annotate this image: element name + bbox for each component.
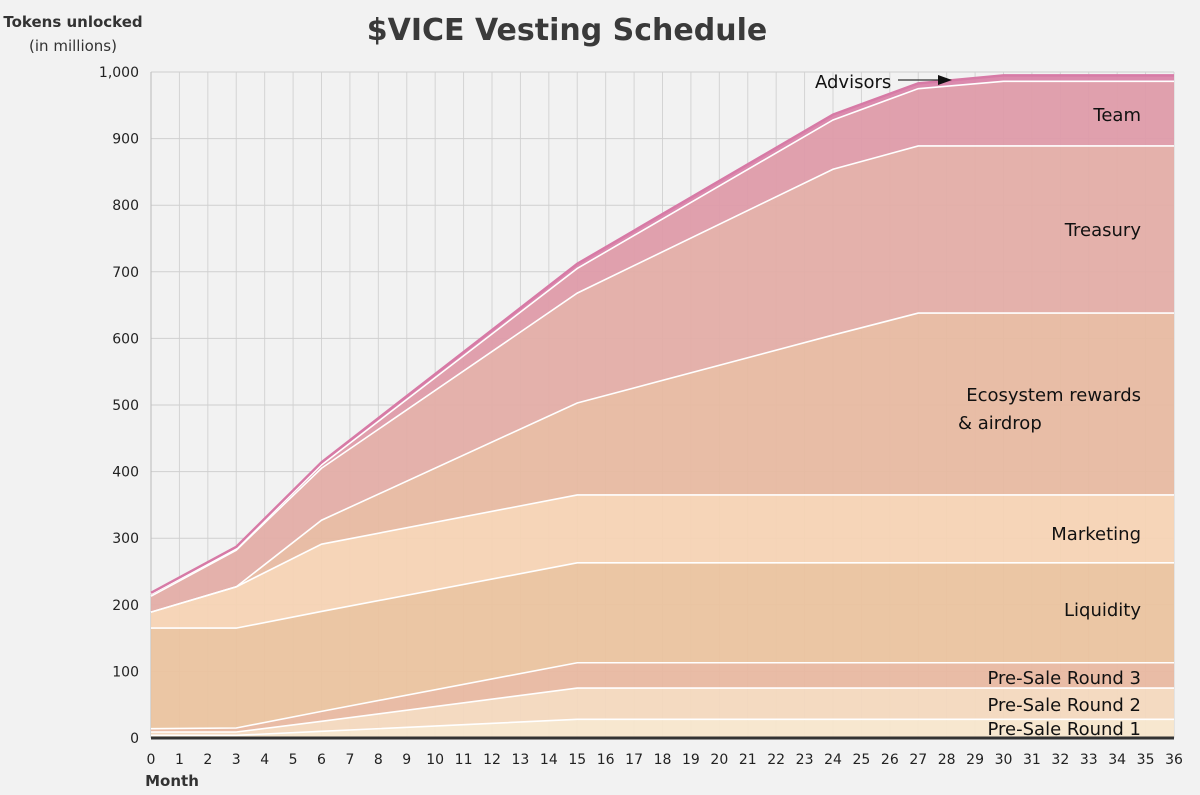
x-tick-label: 7	[345, 752, 354, 768]
x-tick-label: 22	[767, 752, 785, 768]
y-tick-label: 500	[112, 398, 139, 414]
x-tick-label: 16	[597, 752, 615, 768]
x-axis-label: Month	[145, 772, 199, 790]
x-tick-label: 9	[402, 752, 411, 768]
x-tick-label: 1	[175, 752, 184, 768]
series-label: Team	[1092, 105, 1141, 126]
x-tick-label: 3	[232, 752, 241, 768]
series-boundary-line	[150, 80, 1174, 595]
y-tick-label: 200	[112, 598, 139, 614]
x-tick-label: 25	[853, 752, 871, 768]
advisors-annotation: Advisors	[815, 72, 891, 93]
series-label: Liquidity	[1064, 600, 1141, 621]
y-axis-label: Tokens unlocked	[3, 13, 142, 31]
series-label: Ecosystem rewards & airdrop	[958, 385, 1141, 434]
y-tick-label: 100	[112, 664, 139, 680]
y-tick-label: 1,000	[99, 65, 139, 81]
x-tick-label: 20	[710, 752, 728, 768]
x-tick-label: 36	[1165, 752, 1183, 768]
x-tick-label: 5	[289, 752, 298, 768]
series-boundary-line	[150, 312, 1174, 613]
series-boundary-line	[151, 687, 1174, 733]
x-tick-label: 11	[455, 752, 473, 768]
x-tick-label: 0	[147, 752, 156, 768]
series-label: Treasury	[1064, 220, 1142, 241]
y-tick-label: 600	[112, 331, 139, 347]
y-tick-label: 0	[130, 731, 139, 747]
y-tick-label: 900	[112, 132, 139, 148]
x-tick-label: 10	[426, 752, 444, 768]
area-ecosystem-rewards-airdrop	[151, 313, 1174, 613]
y-tick-label: 300	[112, 531, 139, 547]
x-tick-label: 17	[625, 752, 643, 768]
series-label: Marketing	[1051, 524, 1141, 545]
x-tick-label: 14	[540, 752, 558, 768]
x-tick-label: 23	[796, 752, 814, 768]
series-label: Pre-Sale Round 2	[988, 695, 1142, 716]
y-tick-label: 700	[112, 265, 139, 281]
series-boundary-line	[151, 718, 1174, 737]
chart-title: $VICE Vesting Schedule	[367, 13, 767, 48]
series-boundary-line	[150, 661, 1174, 730]
x-tick-label: 4	[260, 752, 269, 768]
x-tick-label: 15	[568, 752, 586, 768]
series-label: Pre-Sale Round 1	[988, 719, 1142, 740]
advisors-top-line	[150, 74, 1174, 594]
area-pre-sale-round-1	[151, 719, 1174, 738]
x-tick-label: 12	[483, 752, 501, 768]
x-tick-label: 6	[317, 752, 326, 768]
annotation-arrow-icon	[938, 75, 952, 85]
x-tick-label: 2	[203, 752, 212, 768]
x-tick-label: 33	[1080, 752, 1098, 768]
x-tick-label: 34	[1108, 752, 1126, 768]
x-tick-label: 32	[1051, 752, 1069, 768]
x-tick-label: 30	[995, 752, 1013, 768]
x-tick-label: 19	[682, 752, 700, 768]
series-boundary-line	[150, 145, 1174, 597]
x-tick-label: 28	[938, 752, 956, 768]
series-boundary-line	[151, 562, 1174, 629]
x-tick-label: 31	[1023, 752, 1041, 768]
area-team	[151, 81, 1174, 597]
area-liquidity	[151, 562, 1174, 729]
area-treasury	[151, 145, 1174, 613]
x-tick-label: 21	[739, 752, 757, 768]
x-tick-label: 8	[374, 752, 383, 768]
x-tick-label: 26	[881, 752, 899, 768]
series-boundary-line	[150, 494, 1174, 613]
x-tick-label: 27	[909, 752, 927, 768]
area-pre-sale-round-2	[151, 688, 1174, 736]
x-tick-label: 35	[1137, 752, 1155, 768]
series-label: Pre-Sale Round 3	[988, 668, 1142, 689]
x-tick-label: 13	[512, 752, 530, 768]
x-tick-label: 29	[966, 752, 984, 768]
area-pre-sale-round-3	[151, 662, 1174, 733]
x-tick-label: 18	[654, 752, 672, 768]
y-tick-label: 400	[112, 465, 139, 481]
y-axis-sublabel: (in millions)	[29, 37, 117, 55]
x-tick-label: 24	[824, 752, 842, 768]
y-tick-label: 800	[112, 198, 139, 214]
